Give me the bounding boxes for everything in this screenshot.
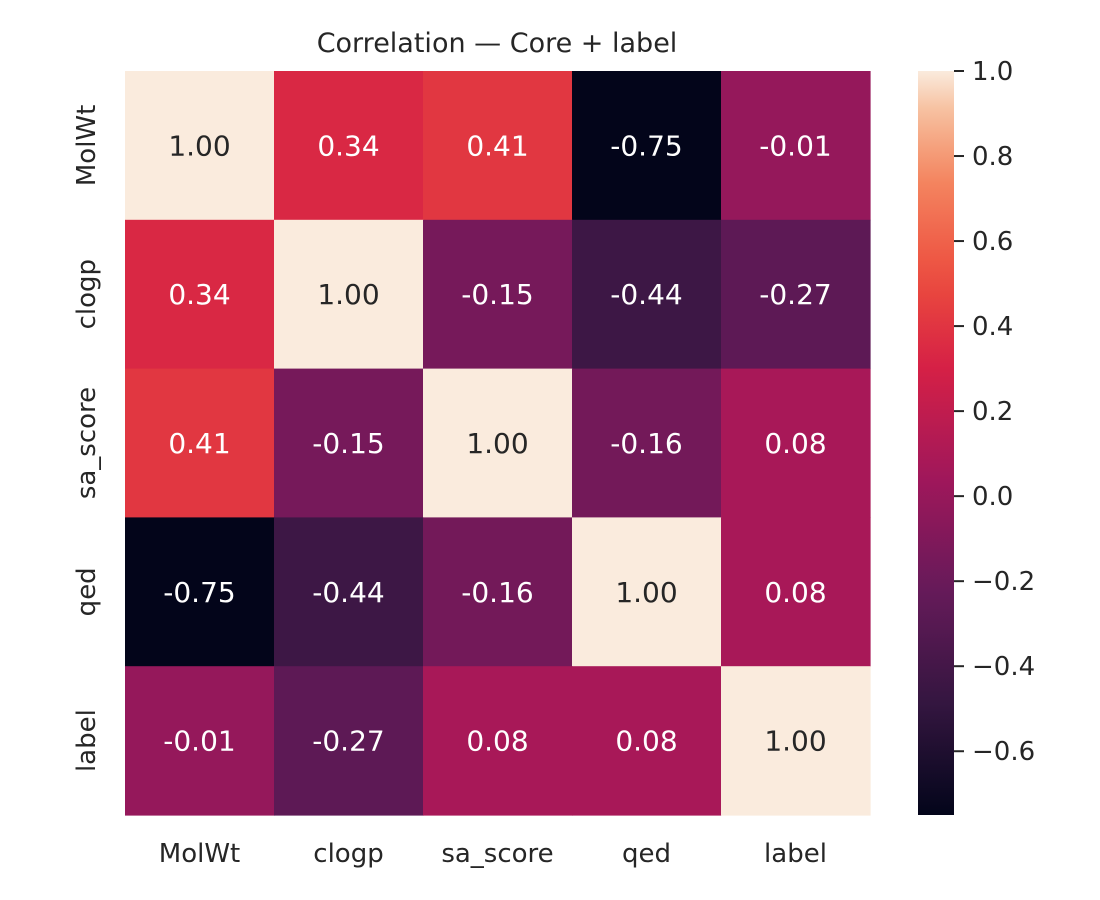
y-tick-label: label	[72, 709, 102, 772]
heatmap-cell	[125, 666, 275, 816]
heatmap-cell	[721, 666, 871, 816]
heatmap-cell	[572, 368, 722, 518]
colorbar-tick-label: 0.8	[972, 142, 1013, 172]
x-tick-label: sa_score	[441, 839, 553, 869]
cell-value-label: 0.08	[764, 576, 826, 609]
heatmap-cell	[274, 71, 424, 221]
chart-title: Correlation — Core + label	[317, 28, 678, 59]
cell-value-label: 0.41	[466, 129, 528, 162]
colorbar-gradient	[918, 71, 954, 815]
heatmap-cell	[572, 517, 722, 667]
cell-value-label: -0.01	[759, 129, 831, 162]
heatmap-cell	[423, 517, 573, 667]
colorbar-tick-label: −0.2	[972, 567, 1035, 597]
heatmap-cell	[721, 368, 871, 518]
cell-value-label: 1.00	[764, 725, 826, 758]
y-tick-label: MolWt	[72, 105, 102, 186]
colorbar-ticks: −0.6 −0.4 −0.2 0.0 0.2 0.4 0.6 0.8 1.0	[954, 57, 1035, 767]
colorbar-tick-label: −0.4	[972, 652, 1035, 682]
heatmap-cell	[572, 219, 722, 370]
heatmap-cells	[125, 71, 871, 816]
cell-value-labels: 1.00 0.34 0.41 -0.75 -0.01 0.34 1.00 -0.15 -0.44…	[163, 129, 831, 757]
colorbar-tick-label: −0.6	[972, 737, 1035, 767]
heatmap-cell	[572, 71, 722, 221]
cell-value-label: -0.44	[312, 576, 384, 609]
heatmap-cell	[125, 71, 275, 221]
cell-value-label: -0.16	[461, 576, 533, 609]
x-tick-label: clogp	[313, 839, 383, 869]
heatmap-cell	[721, 517, 871, 667]
cell-value-label: 0.34	[317, 129, 379, 162]
heatmap-cell	[274, 666, 424, 816]
cell-value-label: 0.34	[168, 278, 230, 311]
heatmap-cell	[274, 219, 424, 370]
cell-value-label: -0.16	[610, 427, 682, 460]
heatmap-cell	[125, 517, 275, 667]
heatmap-cell	[423, 666, 573, 816]
cell-value-label: -0.27	[312, 725, 384, 758]
x-axis-tick-labels: MolWt clogp sa_score qed label	[159, 839, 827, 869]
colorbar-tick-label: 0.2	[972, 397, 1013, 427]
heatmap-cell	[125, 219, 275, 370]
cell-value-label: 1.00	[615, 576, 677, 609]
cell-value-label: -0.75	[610, 129, 682, 162]
cell-value-label: 1.00	[317, 278, 379, 311]
colorbar-tick-label: 0.4	[972, 312, 1013, 342]
heatmap-cell	[721, 219, 871, 370]
y-tick-label: sa_score	[72, 387, 102, 499]
colorbar-tick-label: 0.6	[972, 227, 1013, 257]
cell-value-label: -0.44	[610, 278, 682, 311]
x-tick-label: qed	[622, 839, 671, 869]
x-tick-label: label	[764, 839, 827, 869]
cell-value-label: -0.01	[163, 725, 235, 758]
colorbar	[918, 71, 954, 815]
cell-value-label: -0.15	[461, 278, 533, 311]
heatmap-cell	[274, 517, 424, 667]
cell-value-label: 0.08	[615, 725, 677, 758]
y-tick-label: qed	[72, 567, 102, 616]
y-tick-label: clogp	[72, 259, 102, 329]
heatmap-cell	[274, 368, 424, 518]
heatmap-cell	[125, 368, 275, 518]
heatmap-cell	[572, 666, 722, 816]
cell-value-label: 1.00	[168, 129, 230, 162]
cell-value-label: 0.41	[168, 427, 230, 460]
cell-value-label: 1.00	[466, 427, 528, 460]
colorbar-tick-label: 1.0	[972, 57, 1013, 87]
heatmap-cell	[721, 71, 871, 221]
x-tick-label: MolWt	[159, 839, 240, 869]
heatmap-cell	[423, 71, 573, 221]
cell-value-label: 0.08	[466, 725, 528, 758]
heatmap-cell	[423, 368, 573, 518]
cell-value-label: -0.27	[759, 278, 831, 311]
cell-value-label: 0.08	[764, 427, 826, 460]
heatmap-cell	[423, 219, 573, 370]
colorbar-tick-label: 0.0	[972, 482, 1013, 512]
cell-value-label: -0.15	[312, 427, 384, 460]
cell-value-label: -0.75	[163, 576, 235, 609]
